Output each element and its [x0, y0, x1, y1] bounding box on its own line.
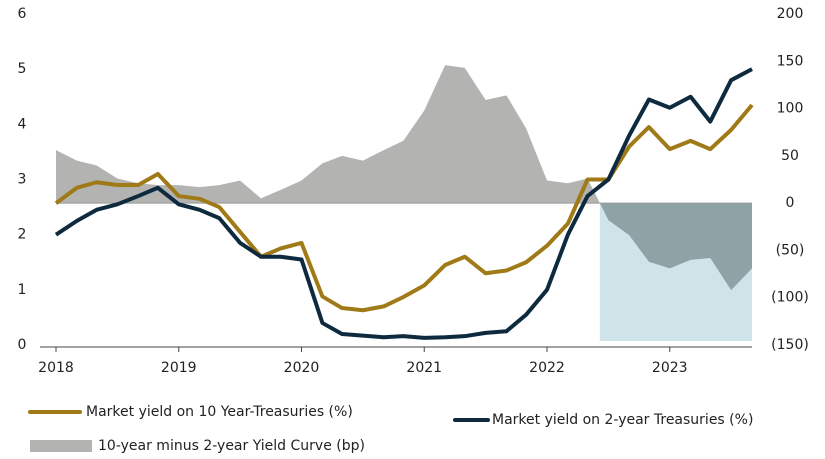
x-tick-label: 2022 — [529, 360, 565, 376]
x-tick-label: 2021 — [406, 360, 442, 376]
y2-tick-label: 0 — [786, 195, 795, 211]
y-tick-label: 4 — [18, 116, 27, 132]
y2-tick-label: 200 — [777, 6, 804, 22]
y2-tick-label: (100) — [771, 290, 809, 306]
x-tick-label: 2020 — [284, 360, 320, 376]
y2-tick-label: 50 — [781, 148, 799, 164]
y-tick-label: 6 — [18, 6, 27, 22]
y-tick-label: 5 — [18, 61, 27, 77]
y-tick-label: 3 — [18, 172, 27, 188]
y2-tick-label: (50) — [776, 242, 805, 258]
legend-label: 10-year minus 2-year Yield Curve (bp) — [98, 438, 365, 454]
legend-label: Market yield on 2-year Treasuries (%) — [492, 412, 753, 428]
y-tick-label: 2 — [18, 227, 27, 243]
x-tick-label: 2023 — [652, 360, 688, 376]
x-tick-label: 2018 — [38, 360, 74, 376]
y2-tick-label: 150 — [777, 53, 804, 69]
series-line — [54, 67, 753, 340]
y2-tick-label: (150) — [771, 337, 809, 353]
x-tick-label: 2019 — [161, 360, 197, 376]
y-tick-label: 0 — [18, 337, 27, 353]
legend-label: Market yield on 10 Year-Treasuries (%) — [86, 404, 353, 420]
y2-tick-label: 100 — [777, 101, 804, 117]
y-tick-label: 1 — [18, 282, 27, 298]
legend-swatch — [30, 440, 92, 452]
spread-area — [56, 65, 752, 291]
series-line — [54, 103, 754, 313]
